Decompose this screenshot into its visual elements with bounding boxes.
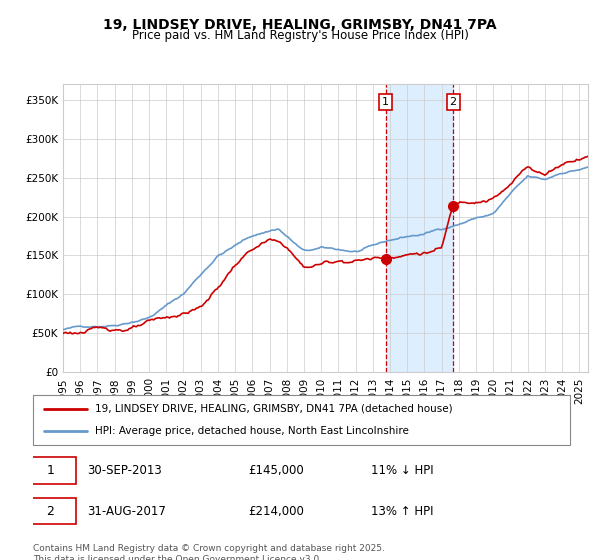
FancyBboxPatch shape: [33, 395, 570, 445]
Text: £214,000: £214,000: [248, 505, 304, 517]
Text: 1: 1: [46, 464, 54, 477]
Text: 19, LINDSEY DRIVE, HEALING, GRIMSBY, DN41 7PA: 19, LINDSEY DRIVE, HEALING, GRIMSBY, DN4…: [103, 18, 497, 32]
Text: HPI: Average price, detached house, North East Lincolnshire: HPI: Average price, detached house, Nort…: [95, 426, 409, 436]
Text: 1: 1: [382, 97, 389, 107]
Text: 11% ↓ HPI: 11% ↓ HPI: [371, 464, 434, 477]
FancyBboxPatch shape: [25, 457, 76, 484]
Text: Price paid vs. HM Land Registry's House Price Index (HPI): Price paid vs. HM Land Registry's House …: [131, 29, 469, 42]
Bar: [386, 84, 453, 372]
Text: 2: 2: [449, 97, 457, 107]
Text: 13% ↑ HPI: 13% ↑ HPI: [371, 505, 434, 517]
FancyBboxPatch shape: [25, 498, 76, 525]
Text: 30-SEP-2013: 30-SEP-2013: [87, 464, 161, 477]
Text: 19, LINDSEY DRIVE, HEALING, GRIMSBY, DN41 7PA (detached house): 19, LINDSEY DRIVE, HEALING, GRIMSBY, DN4…: [95, 404, 452, 414]
Text: £145,000: £145,000: [248, 464, 304, 477]
Text: 2: 2: [46, 505, 54, 517]
Text: Contains HM Land Registry data © Crown copyright and database right 2025.
This d: Contains HM Land Registry data © Crown c…: [33, 544, 385, 560]
Text: 31-AUG-2017: 31-AUG-2017: [87, 505, 166, 517]
